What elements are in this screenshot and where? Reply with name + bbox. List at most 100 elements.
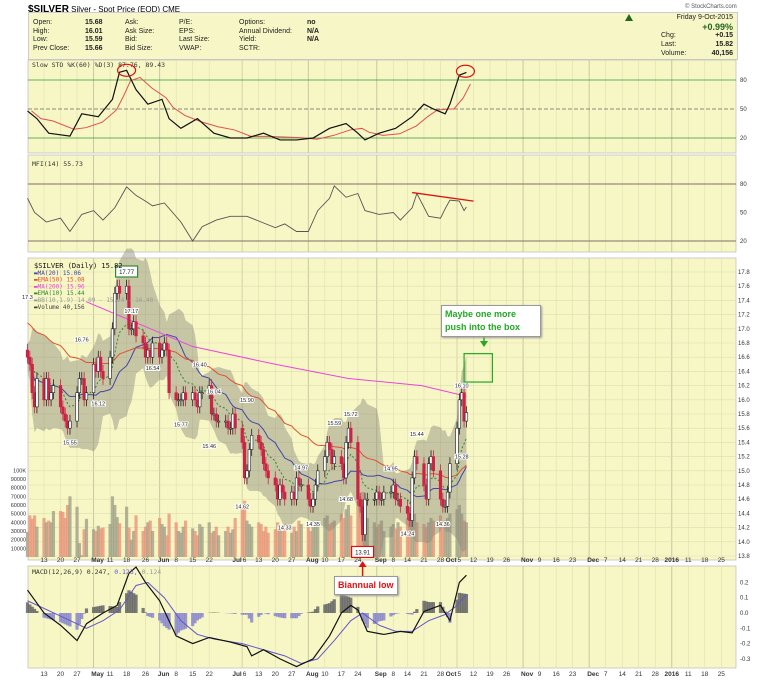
volume-bar	[245, 520, 249, 557]
macd-histogram-bar	[408, 613, 412, 615]
macd-histogram-bar	[377, 613, 381, 622]
candle-body	[134, 321, 138, 337]
green-annotation: Maybe one more push into the box	[441, 305, 541, 337]
volume-bar	[323, 517, 327, 557]
x-tick-label: 23	[569, 557, 577, 564]
x-tick-label: 28	[437, 671, 445, 678]
price-label: 16.54	[146, 366, 160, 372]
macd-histogram-bar	[51, 613, 56, 621]
volume-bar	[299, 524, 303, 557]
x-tick-label: 11	[685, 671, 692, 678]
volume-bar	[379, 520, 384, 557]
sto-tick: 80	[740, 78, 747, 84]
macd-histogram-bar	[160, 613, 164, 624]
price-label: 16.04	[207, 389, 221, 395]
candle-body	[283, 491, 287, 500]
x-tick-label: 8	[391, 557, 395, 564]
field-label: Bid:	[125, 36, 138, 43]
ma200-line	[86, 301, 467, 397]
x-tick-label: Nov	[521, 557, 534, 564]
macd-histogram-bar	[363, 613, 367, 625]
macd-histogram-bar	[61, 613, 65, 624]
x-tick-label: Oct	[446, 557, 458, 564]
volume-bar	[32, 515, 37, 557]
macd-histogram-bar	[309, 612, 313, 613]
candle-body	[316, 470, 320, 486]
x-tick-label: 15	[189, 671, 197, 678]
macd-histogram-bar	[96, 606, 100, 613]
x-tick-label: 8	[174, 671, 178, 678]
mfi-tick: 50	[740, 211, 747, 217]
price-label: 15.72	[344, 412, 358, 418]
x-tick-label: 20	[57, 557, 65, 564]
volume-bar	[61, 511, 65, 557]
price-label: 17.3	[22, 295, 33, 301]
volume-bar	[356, 500, 360, 557]
macd-histogram-bar	[150, 613, 155, 618]
price-tick: 17.6	[738, 284, 750, 290]
price-label: 15.59	[327, 421, 341, 427]
candle-body	[243, 442, 247, 479]
macd-histogram-bar	[233, 613, 237, 614]
price-legend-item: ▬EMA(50) 15.08	[34, 277, 85, 284]
field-label: SCTR:	[239, 44, 260, 52]
x-tick-label: 28	[652, 671, 660, 678]
candle-body	[101, 371, 105, 379]
volume-bar	[143, 526, 148, 557]
volume-bar	[424, 526, 428, 557]
quote-header: Open: 15.68 High: 16.01 Low: 15.59 Prev Close:…	[28, 12, 738, 60]
price-label: 16.76	[75, 337, 89, 343]
quote-date: Friday 9-Oct-2015	[676, 14, 733, 21]
sto-k-line	[27, 69, 467, 141]
field-label: Ask:	[125, 19, 139, 26]
volume-bar	[125, 506, 129, 557]
candle-body	[247, 449, 251, 472]
candle-body	[405, 505, 410, 514]
volume-tick: 10000	[11, 546, 26, 552]
volume-bar	[150, 530, 155, 557]
macd-histogram-bar	[332, 599, 336, 613]
price-label: 14.95	[384, 467, 398, 473]
x-tick-label: 21	[420, 557, 428, 564]
volume-bar	[264, 526, 268, 557]
quote-label: Volume:	[661, 50, 687, 57]
candle-body	[217, 420, 221, 423]
macd-tick: 0.0	[740, 611, 749, 617]
x-tick-label: 9	[538, 557, 542, 564]
macd-histogram-bar	[365, 613, 369, 628]
field-value: N/A	[307, 36, 320, 43]
x-tick-label: 9	[538, 671, 542, 678]
macd-histogram-bar	[422, 600, 426, 613]
volume-tick: 60000	[11, 503, 26, 509]
macd-tick: 0.2	[740, 580, 749, 586]
candle-body	[294, 477, 299, 500]
candle-body	[349, 427, 353, 443]
x-tick-label: 26	[142, 671, 150, 678]
volume-bar	[410, 509, 414, 557]
red-arrow-icon	[358, 561, 367, 567]
candle-body	[209, 385, 214, 415]
volume-bar	[313, 524, 317, 557]
candle-body	[77, 378, 81, 393]
price-label: 16.10	[455, 384, 469, 390]
macd-histogram-bar	[245, 613, 249, 615]
x-tick-label: 27	[73, 557, 81, 564]
candle-body	[61, 406, 65, 415]
field-label: P/E:	[179, 19, 193, 26]
quote-label: Last:	[661, 41, 677, 48]
macd-histogram-bar	[358, 613, 362, 614]
volume-bar	[266, 532, 270, 557]
macd-histogram-bar	[276, 613, 280, 617]
x-tick-label: 19	[486, 671, 494, 678]
macd-histogram-bar	[44, 613, 48, 619]
volume-bar	[455, 509, 459, 557]
macd-histogram-bar	[448, 613, 452, 623]
x-tick-label: Jun	[158, 557, 170, 564]
x-tick-label: 27	[288, 557, 296, 564]
x-tick-label: 5	[458, 557, 462, 564]
x-tick-label: 16	[553, 671, 561, 678]
candle-body	[457, 399, 461, 429]
sto-legend: Slow STO %K(60) %D(3) 87.76, 89.43	[32, 61, 165, 69]
macd-histogram-bar	[191, 613, 195, 627]
